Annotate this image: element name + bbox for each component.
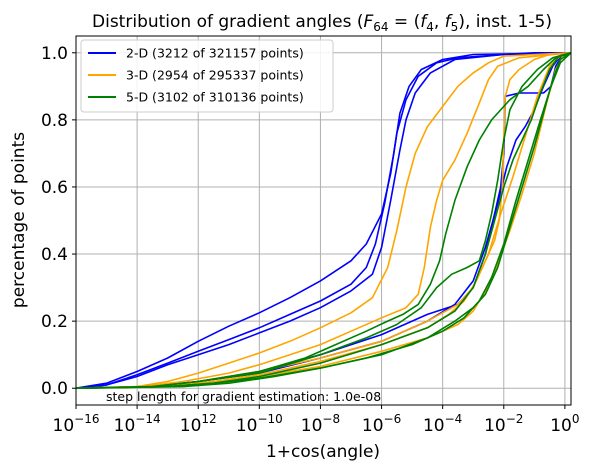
chart-title: Distribution of gradient angles (F64 = (… <box>92 12 552 34</box>
series-line <box>75 52 571 389</box>
series-line <box>75 52 572 389</box>
x-tick-label: 100 <box>550 412 579 436</box>
y-tick-label: 0.8 <box>41 111 68 131</box>
series-line <box>75 52 572 389</box>
step-length-annotation: step length for gradient estimation: 1.0… <box>106 389 381 404</box>
legend-label-2d: 2-D (3212 of 321157 points) <box>126 46 304 61</box>
axis-ticks: 10−16 10−14 1012 10−10 10−8 10−6 10−4 10−2 100 0.… <box>41 44 580 436</box>
series-5d <box>75 52 572 389</box>
series-line <box>75 52 572 389</box>
x-tick-label: 10−4 <box>423 412 462 436</box>
series-line <box>75 52 572 389</box>
x-tick-label: 10−8 <box>301 412 340 436</box>
series-layer <box>75 52 572 389</box>
x-tick-label: 1012 <box>180 412 217 436</box>
legend-label-5d: 5-D (3102 of 310136 points) <box>126 90 304 105</box>
y-tick-label: 0.6 <box>41 178 68 198</box>
x-tick-label: 10−14 <box>114 412 161 436</box>
series-line <box>75 52 572 389</box>
x-tick-label: 10−2 <box>484 412 523 436</box>
x-tick-label: 10−6 <box>362 412 401 436</box>
x-axis-label: 1+cos(angle) <box>266 442 380 462</box>
legend: 2-D (3212 of 321157 points) 3-D (2954 of… <box>80 39 334 113</box>
y-tick-label: 0.2 <box>41 312 68 332</box>
y-tick-label: 1.0 <box>41 44 68 64</box>
legend-label-3d: 3-D (2954 of 295337 points) <box>126 68 304 83</box>
series-line <box>75 52 572 389</box>
plot-frame <box>75 35 572 406</box>
x-tick-label: 10−10 <box>236 412 283 436</box>
legend-box <box>80 39 334 113</box>
y-tick-label: 0.4 <box>41 245 68 265</box>
x-tick-label: 10−16 <box>53 412 100 436</box>
series-line <box>75 52 572 389</box>
y-axis-label: percentage of points <box>9 132 29 308</box>
y-tick-label: 0.0 <box>41 379 68 399</box>
